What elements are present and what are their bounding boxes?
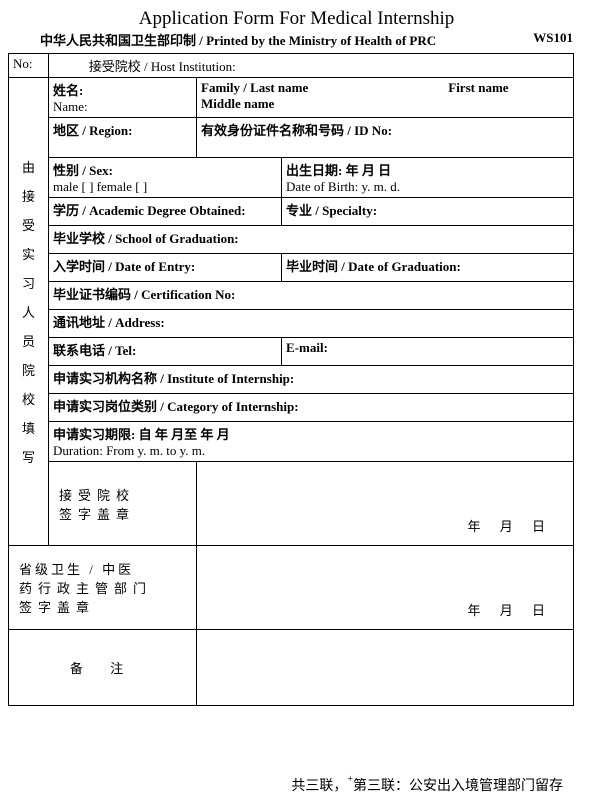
sig1-date: 年 月 日 <box>197 462 574 546</box>
name-cell: 姓名: Name: <box>49 78 197 118</box>
dob-cell: 出生日期: 年 月 日 Date of Birth: y. m. d. <box>282 158 574 198</box>
duration-cell: 申请实习期限: 自 年 月至 年 月 Duration: From y. m. … <box>49 422 574 462</box>
sig2-date: 年 月 日 <box>197 546 574 630</box>
degree-label: 学历 / Academic Degree Obtained: <box>49 198 282 226</box>
idno-label: 有效身份证件名称和号码 / ID No: <box>197 118 574 158</box>
footer-part1: 共三联， <box>291 779 347 794</box>
region-label: 地区 / Region: <box>49 118 197 158</box>
school-label: 毕业学校 / School of Graduation: <box>49 226 574 254</box>
subtitle: 中华人民共和国卫生部印制 / Printed by the Ministry o… <box>40 30 436 49</box>
remark-label: 备 注 <box>9 630 197 706</box>
remark-content <box>197 630 574 706</box>
vertical-char: 员 <box>22 331 35 350</box>
tel-label: 联系电话 / Tel: <box>49 338 282 366</box>
email-label: E-mail: <box>282 338 574 366</box>
form-table: No: 接受院校 / Host Institution: 由接受实习人员院校填写… <box>8 53 574 706</box>
form-title: Application Form For Medical Internship <box>0 8 593 30</box>
address-label: 通讯地址 / Address: <box>49 310 574 338</box>
vertical-char: 校 <box>22 389 35 408</box>
graduation-label: 毕业时间 / Date of Graduation: <box>282 254 574 282</box>
vertical-char: 写 <box>22 447 35 466</box>
institute-label: 申请实习机构名称 / Institute of Internship: <box>49 366 574 394</box>
specialty-label: 专业 / Specialty: <box>282 198 574 226</box>
vertical-char: 受 <box>22 215 35 234</box>
vertical-char: 填 <box>22 418 35 437</box>
vertical-char: 习 <box>22 273 35 292</box>
name-fields: Family / Last nameFirst name Middle name <box>197 78 574 118</box>
form-code: WS101 <box>533 30 573 49</box>
host-label: 接受院校 / Host Institution: <box>49 54 574 78</box>
vertical-char: 院 <box>22 360 35 379</box>
vertical-label-col: 由接受实习人员院校填写 <box>9 78 49 546</box>
entry-label: 入学时间 / Date of Entry: <box>49 254 282 282</box>
vertical-char: 由 <box>22 157 35 176</box>
sig2-label: 省级卫生 / 中医 药行政主管部门 签字盖章 <box>9 546 197 630</box>
vertical-char: 实 <box>22 244 35 263</box>
sig1-label: 接受院校 签字盖章 <box>49 462 197 546</box>
vertical-char: 人 <box>22 302 35 321</box>
footer-part2: 第三联：公安出入境管理部门留存 <box>353 779 563 794</box>
vertical-char: 接 <box>22 186 35 205</box>
no-label: No: <box>9 54 49 78</box>
sex-cell: 性别 / Sex: male [ ] female [ ] <box>49 158 282 198</box>
certno-label: 毕业证书编码 / Certification No: <box>49 282 574 310</box>
plus-mark: + <box>347 774 353 785</box>
footer-text: 共三联，+第三联：公安出入境管理部门留存 <box>291 775 563 795</box>
category-label: 申请实习岗位类别 / Category of Internship: <box>49 394 574 422</box>
